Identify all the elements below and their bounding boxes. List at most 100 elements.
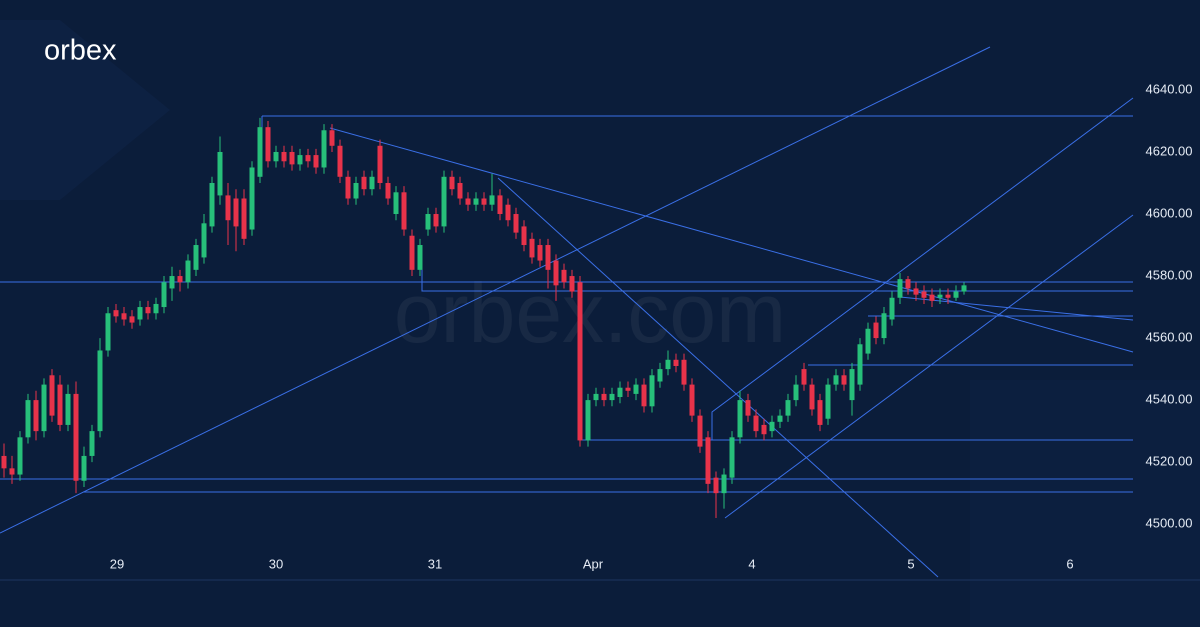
candle-body [481,198,487,205]
candle-body [209,182,215,227]
candle-body [153,303,159,314]
candle-body [169,276,175,289]
candle-body [17,437,23,475]
candle-body [409,235,415,270]
candle-body [521,226,527,246]
candle-body [841,375,847,385]
candle-body [817,400,823,425]
candle-body [649,375,655,407]
trend-line [497,177,939,578]
candle-body [865,328,871,354]
candle-body [401,192,407,230]
candle-body [465,198,471,205]
candle-body [945,294,951,298]
candle-body [769,421,775,432]
candle-body [537,245,543,261]
candle-body [41,384,47,432]
watermark: orbex.com [394,266,786,360]
candle-body [161,282,167,308]
candle-body [433,214,439,227]
x-tick-label: 6 [1066,556,1073,571]
candle-body [9,468,15,475]
candle-body [105,313,111,351]
candle-body [777,415,783,422]
candle-body [697,415,703,447]
candle-body [385,182,391,199]
candle-body [233,198,239,227]
candle-body [689,384,695,416]
candle-body [89,431,95,456]
candle-body [201,223,207,258]
candle-body [225,195,231,221]
y-tick-label: 4600.00 [1146,205,1193,220]
candle-body [457,182,463,199]
candles [1,117,967,518]
candle-body [249,167,255,230]
candle-body [489,195,495,205]
candle-body [929,294,935,301]
candle-body [729,437,735,478]
candle-body [25,400,31,438]
channel-line [724,214,1134,519]
candle-body [449,176,455,190]
candle-body [953,291,959,298]
candle-body [897,279,903,298]
candle-body [313,155,319,168]
candle-body [609,393,615,401]
candle-body [185,260,191,283]
y-tick-label: 4620.00 [1146,143,1193,158]
y-tick-label: 4580.00 [1146,267,1193,282]
y-tick-label: 4560.00 [1146,330,1193,345]
candle-body [345,176,351,199]
candle-body [545,245,551,270]
candle-body [425,214,431,230]
candle-body [601,393,607,401]
candle-body [825,384,831,419]
candle-body [265,127,271,162]
y-tick-label: 4640.00 [1146,81,1193,96]
candle-body [665,359,671,370]
candle-body [217,151,223,196]
candle-body [369,176,375,190]
candle-body [137,307,143,320]
candle-body [793,384,799,401]
candle-body [57,384,63,425]
candle-body [193,245,199,270]
y-tick-label: 4540.00 [1146,392,1193,407]
candle-body [905,279,911,289]
candle-body [353,182,359,199]
candle-body [625,387,631,391]
candle-body [553,260,559,286]
candle-body [177,276,183,283]
candle-body [257,127,263,177]
candle-body [49,375,55,416]
candle-body [297,155,303,165]
logo: orbex [44,35,117,67]
candle-body [289,151,295,165]
candle-body [921,291,927,298]
candle-body [585,400,591,441]
candle-body [441,176,447,227]
candle-body [681,359,687,385]
decor-chevron [0,20,170,200]
x-tick-label: 31 [428,556,442,571]
candle-body [809,384,815,410]
candle-body [673,359,679,366]
candle-body [65,393,71,425]
candle-body [529,238,535,258]
candle-body [745,400,751,416]
candle-body [473,198,479,205]
x-tick-label: 4 [748,556,755,571]
candle-body [73,393,79,481]
candle-body [641,384,647,407]
candle-body [321,130,327,168]
candle-body [833,375,839,385]
candle-body [281,151,287,162]
candle-body [593,393,599,401]
candle-body [961,285,967,292]
decor-block [970,380,1200,627]
candle-body [417,245,423,270]
candle-body [561,269,567,283]
candle-body [737,400,743,438]
